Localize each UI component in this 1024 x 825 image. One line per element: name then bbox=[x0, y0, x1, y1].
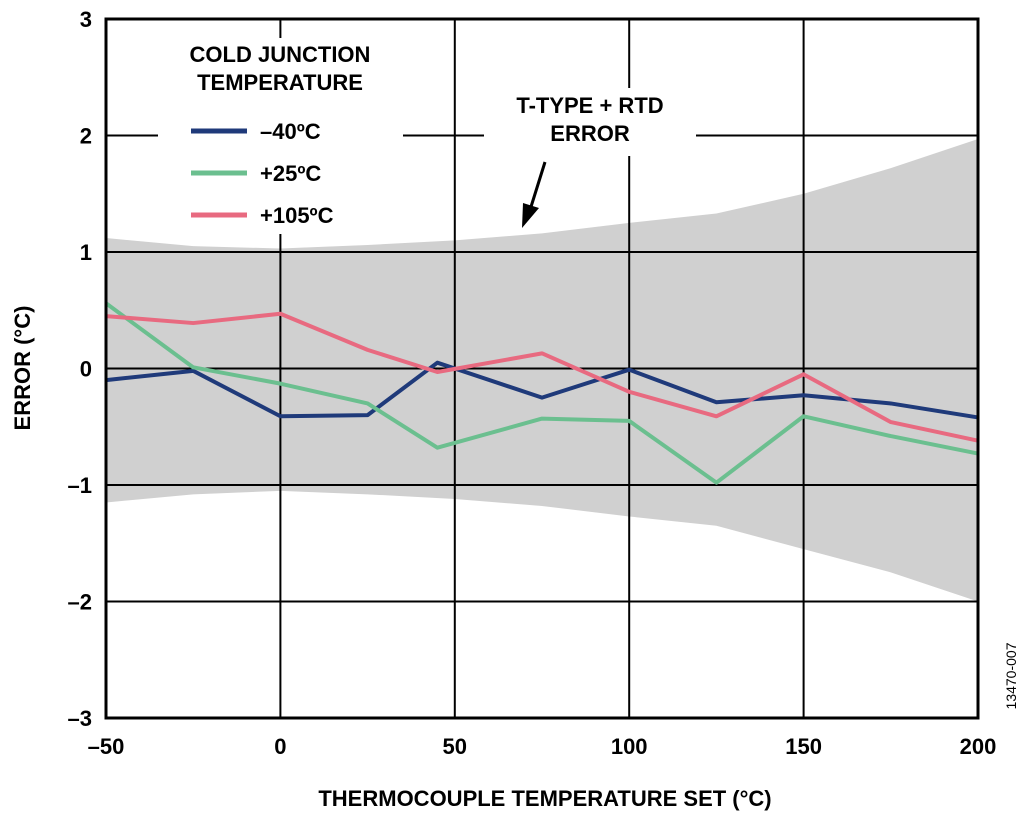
legend-items: –40ºC +25ºC +105ºC bbox=[191, 119, 334, 228]
y-axis-title: ERROR (°C) bbox=[10, 306, 35, 431]
annotation-arrow-shaft bbox=[528, 161, 547, 211]
x-tick-label: 100 bbox=[611, 734, 648, 759]
series-line-1 bbox=[105, 360, 979, 420]
x-tick-label: 50 bbox=[443, 734, 467, 759]
error-band-annotation: T-TYPE + RTD ERROR bbox=[484, 88, 696, 228]
legend-title-line-2: TEMPERATURE bbox=[197, 70, 363, 95]
x-axis-title: THERMOCOUPLE TEMPERATURE SET (°C) bbox=[318, 786, 771, 811]
annotation-line-2: ERROR bbox=[550, 121, 630, 146]
figure-id: 13470-007 bbox=[1003, 642, 1019, 709]
y-tick-label: –3 bbox=[68, 706, 92, 731]
legend-label-1: –40ºC bbox=[260, 119, 321, 144]
legend-label-2: +25ºC bbox=[260, 161, 321, 186]
series-layer bbox=[104, 301, 979, 485]
x-tick-label: 200 bbox=[960, 734, 997, 759]
y-tick-label: 1 bbox=[80, 240, 92, 265]
annotation-line-1: T-TYPE + RTD bbox=[516, 93, 663, 118]
series-line-2 bbox=[104, 301, 979, 485]
tick-label-layer: –50 0 50 100 150 200 3 2 1 0 –1 –2 –3 bbox=[68, 7, 997, 759]
annotation-arrowhead bbox=[522, 203, 539, 228]
legend: COLD JUNCTION TEMPERATURE –40ºC +25ºC +105… bbox=[158, 38, 403, 234]
series-line-3 bbox=[105, 311, 979, 443]
legend-background bbox=[158, 38, 403, 234]
annotation-background bbox=[484, 88, 696, 156]
y-tick-label: 3 bbox=[80, 7, 92, 32]
y-tick-label: 0 bbox=[80, 357, 92, 382]
plot-frame-layer bbox=[104, 17, 980, 720]
x-tick-label: 150 bbox=[785, 734, 822, 759]
x-tick-label: –50 bbox=[88, 734, 125, 759]
y-tick-label: 2 bbox=[80, 124, 92, 149]
legend-label-3: +105ºC bbox=[260, 203, 334, 228]
x-tick-label: 0 bbox=[274, 734, 286, 759]
y-tick-label: –1 bbox=[68, 473, 92, 498]
plot-frame bbox=[104, 17, 980, 720]
y-tick-label: –2 bbox=[68, 590, 92, 615]
legend-title-line-1: COLD JUNCTION bbox=[190, 42, 371, 67]
